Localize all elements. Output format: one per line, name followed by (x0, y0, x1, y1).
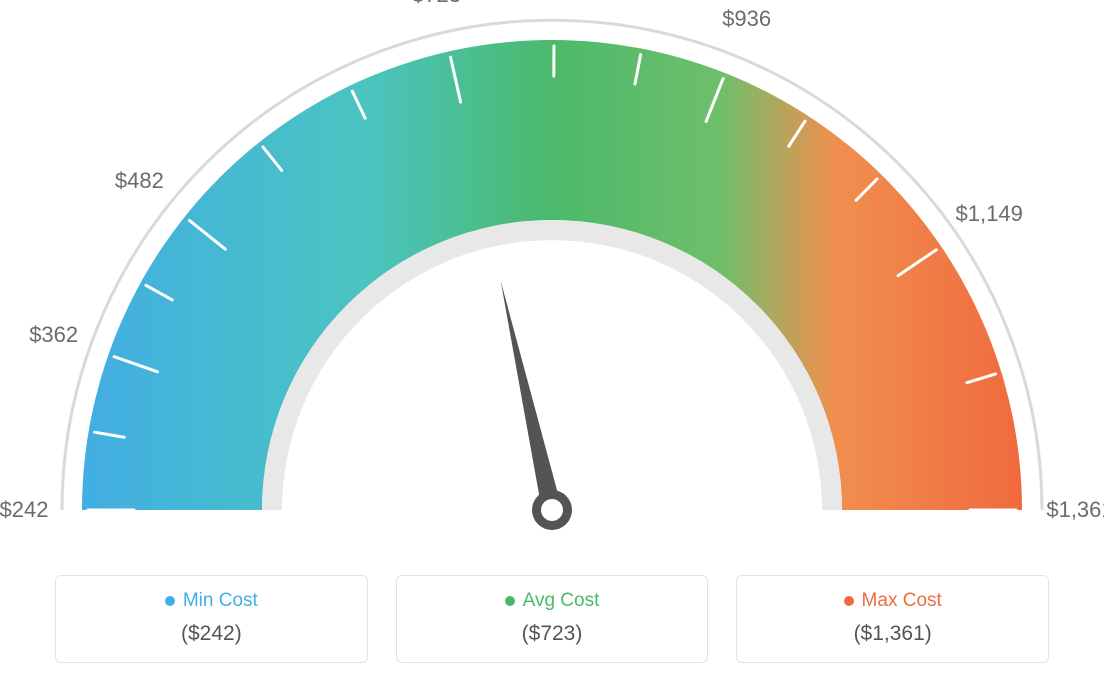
legend-max-label-row: Max Cost (747, 590, 1038, 612)
legend-avg-label-row: Avg Cost (407, 590, 698, 612)
legend-min-box: Min Cost ($242) (55, 575, 368, 663)
legend-avg-box: Avg Cost ($723) (396, 575, 709, 663)
legend-max-value: ($1,361) (747, 622, 1038, 646)
legend-min-label: Min Cost (183, 590, 258, 612)
max-dot-icon (844, 596, 854, 606)
legend-avg-value: ($723) (407, 622, 698, 646)
gauge-tick-label: $936 (722, 6, 771, 32)
legend-avg-label: Avg Cost (523, 590, 600, 612)
legend-row: Min Cost ($242) Avg Cost ($723) Max Cost… (55, 575, 1049, 663)
gauge-tick-label: $242 (0, 497, 48, 523)
gauge-svg (0, 0, 1104, 560)
gauge-tick-label: $362 (29, 322, 78, 348)
min-dot-icon (165, 596, 175, 606)
cost-gauge: $242 $362 $482 $723 $936 $1,149 $1,361 (0, 0, 1104, 560)
gauge-tick-label: $1,361 (1046, 497, 1104, 523)
gauge-tick-label: $482 (115, 168, 164, 194)
gauge-tick-label: $1,149 (956, 201, 1023, 227)
legend-min-label-row: Min Cost (66, 590, 357, 612)
gauge-tick-label: $723 (412, 0, 461, 8)
legend-max-label: Max Cost (862, 590, 942, 612)
avg-dot-icon (505, 596, 515, 606)
legend-max-box: Max Cost ($1,361) (736, 575, 1049, 663)
legend-min-value: ($242) (66, 622, 357, 646)
